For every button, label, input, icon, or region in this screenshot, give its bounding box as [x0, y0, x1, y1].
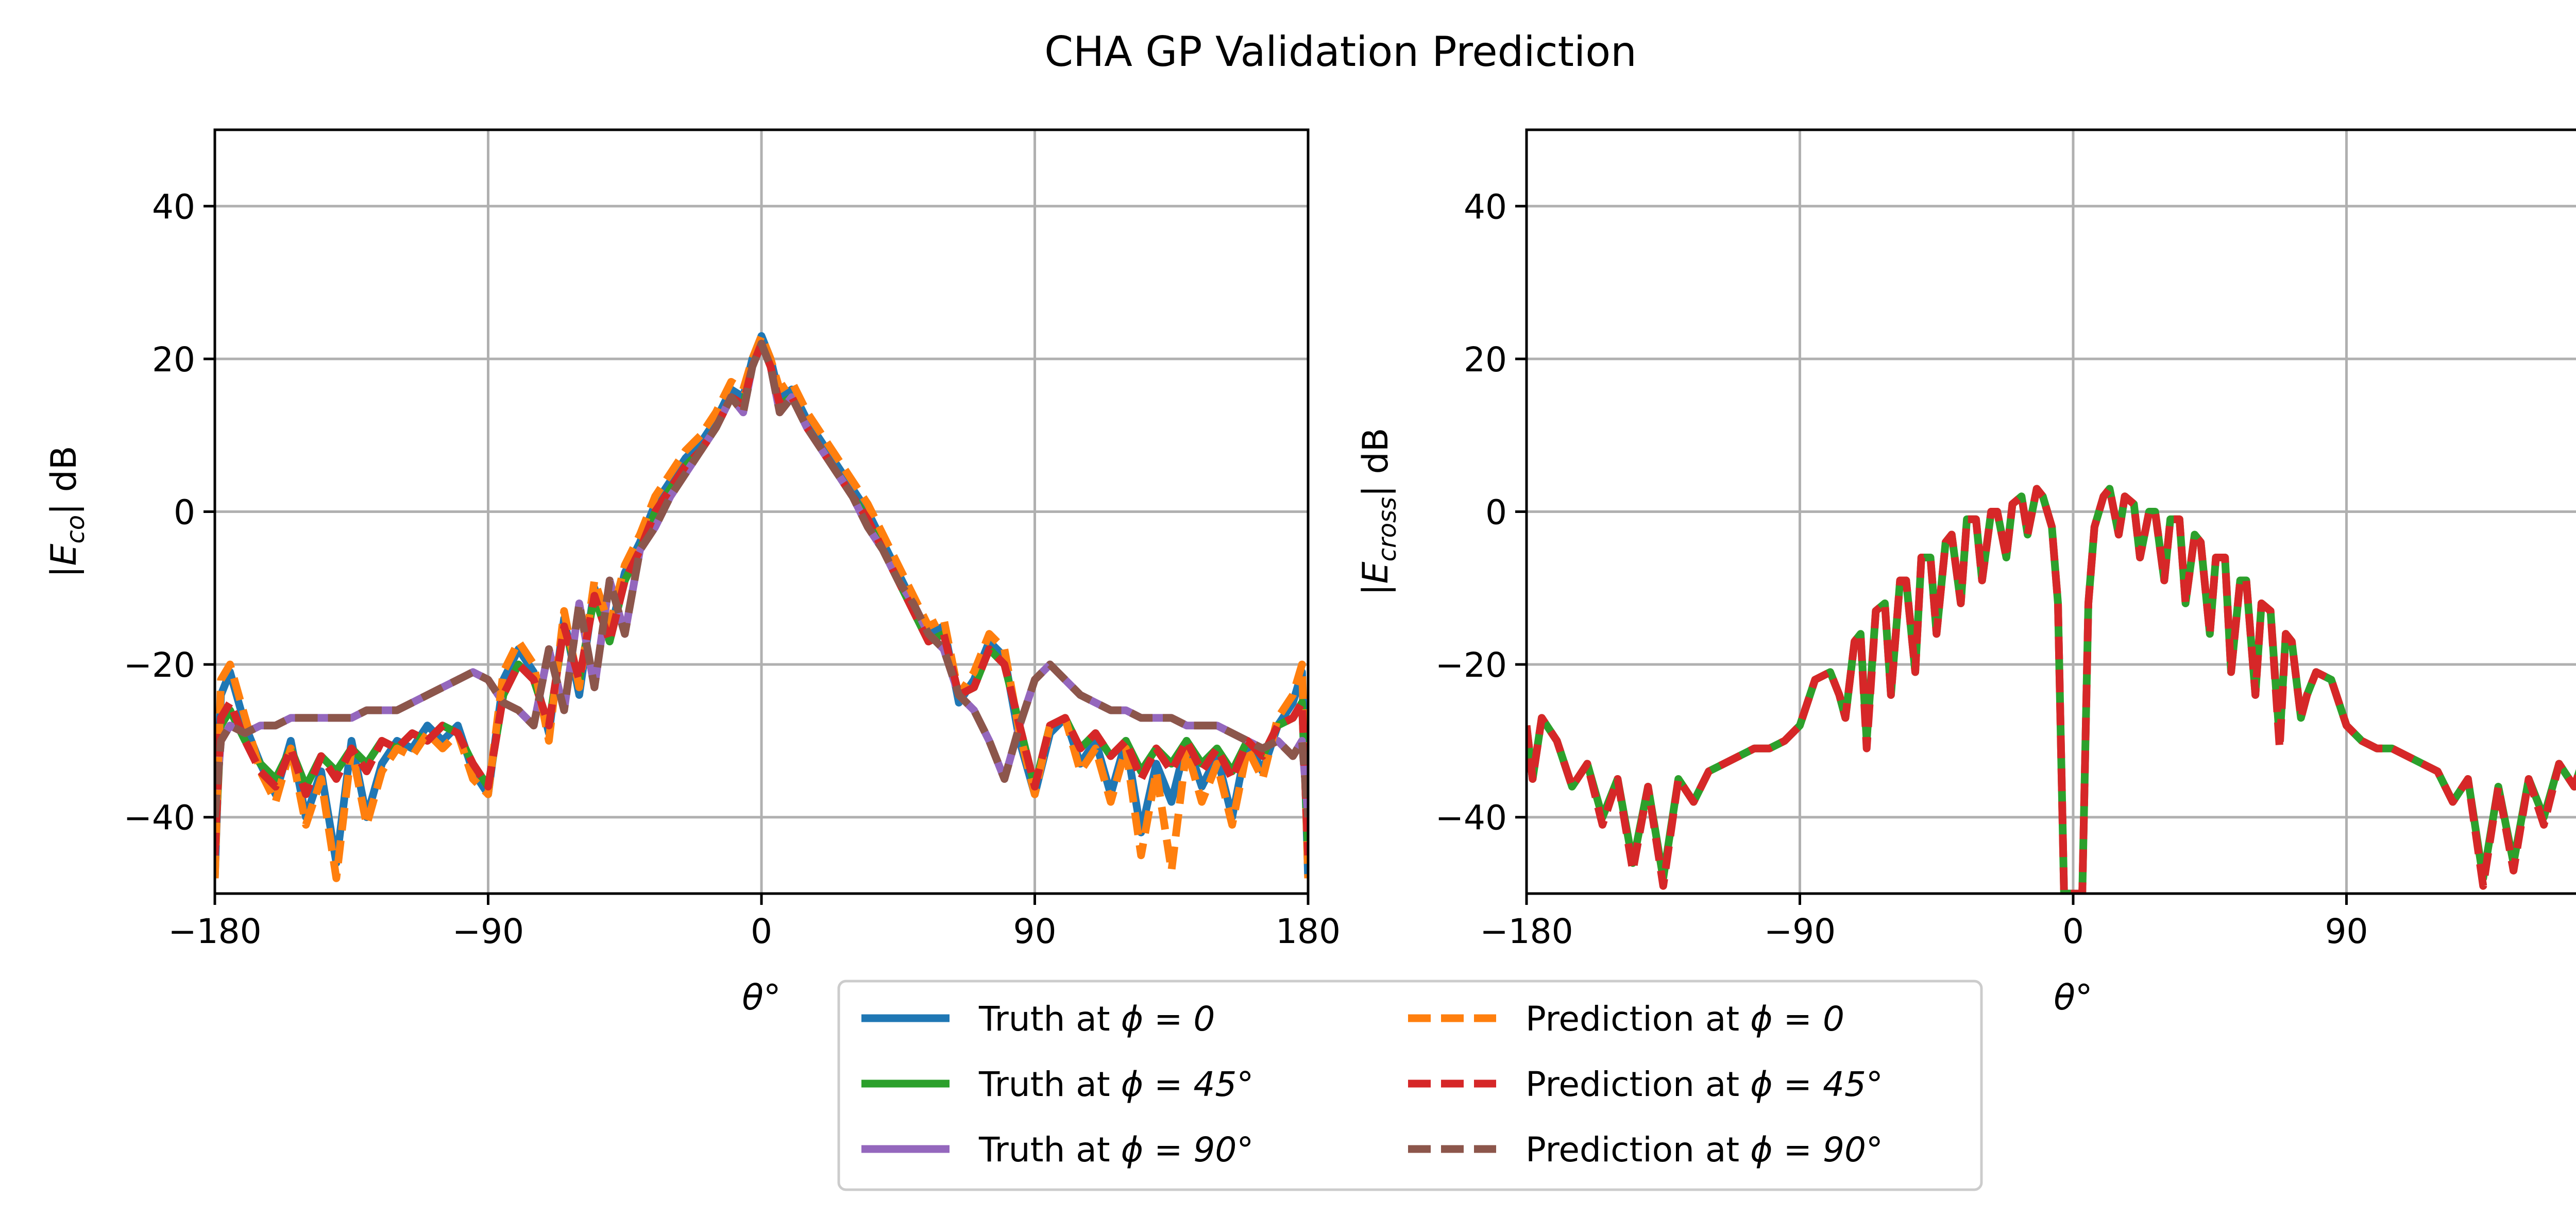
panel-left-xtick-label-2: 0: [751, 912, 772, 951]
legend-label-5: Prediction at ϕ = 90°: [1526, 1130, 1883, 1170]
panel-right-xtick-label-0: −180: [1480, 912, 1573, 951]
panel-left-xlabel: θ°: [742, 978, 781, 1018]
panel-left-xtick-label-1: −90: [452, 912, 524, 951]
legend: Truth at ϕ = 0 Truth at ϕ = 45° Truth at ϕ…: [837, 980, 1983, 1191]
panel-right-series-1: [1527, 485, 2576, 894]
panel-right-xtick-label-3: 90: [2325, 912, 2368, 951]
panel-right-xtick-label-2: 0: [2062, 912, 2084, 951]
panel-left-ytick-label-0: −40: [124, 798, 195, 838]
panel-left-xtick-label-0: −180: [168, 912, 261, 951]
panel-left-ytick-label-4: 40: [152, 187, 195, 227]
legend-label-3: Prediction at ϕ = 0: [1526, 999, 1844, 1039]
panel-right-xtick-label-1: −90: [1764, 912, 1836, 951]
panel-right-ytick-label-0: −40: [1435, 798, 1507, 838]
panel-left-ytick-label-3: 20: [152, 340, 195, 380]
legend-label-2: Truth at ϕ = 90°: [978, 1130, 1253, 1170]
panel-right-xlabel: θ°: [2054, 978, 2093, 1018]
panel-left-series-3: [215, 332, 1308, 882]
panel-left-ylabel: |Eco| dB: [44, 446, 90, 578]
panel-left-xtick-label-4: 180: [1276, 912, 1341, 951]
panel-right-ytick-label-2: 0: [1485, 493, 1507, 533]
panel-left-ytick-label-2: 0: [174, 493, 195, 533]
left-panel: −180 −90 0 90 180 −40 −20 0 20 40 θ° |Eco| dB: [44, 128, 1341, 1018]
legend-label-0: Truth at ϕ = 0: [978, 999, 1215, 1039]
legend-label-1: Truth at ϕ = 45°: [978, 1065, 1253, 1104]
legend-label-4: Prediction at ϕ = 45°: [1526, 1065, 1883, 1104]
panel-left-ytick-label-1: −20: [124, 645, 195, 685]
figure-title: CHA GP Validation Prediction: [1044, 28, 1637, 76]
panel-left-series-5: [215, 339, 1308, 818]
panel-right-ylabel: |Ecross| dB: [1355, 428, 1402, 596]
panel-right-ytick-label-3: 20: [1464, 340, 1507, 380]
panel-right-ytick-label-1: −20: [1435, 645, 1507, 685]
panel-right-ytick-label-4: 40: [1464, 187, 1507, 227]
panel-left-xtick-label-3: 90: [1013, 912, 1057, 951]
